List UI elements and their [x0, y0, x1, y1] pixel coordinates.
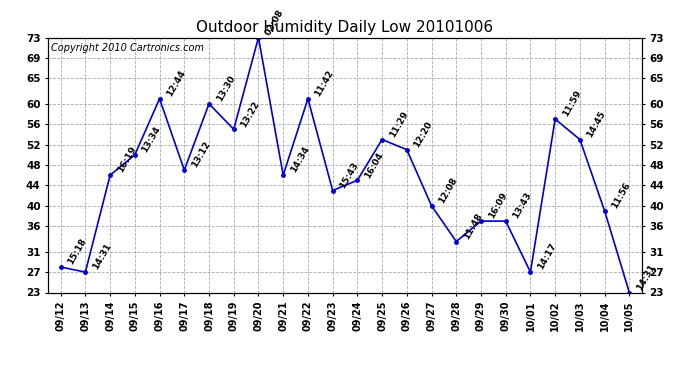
Title: Outdoor Humidity Daily Low 20101006: Outdoor Humidity Daily Low 20101006	[197, 20, 493, 35]
Text: 11:59: 11:59	[561, 89, 583, 118]
Text: 14:31: 14:31	[635, 262, 657, 292]
Text: 14:31: 14:31	[91, 242, 113, 272]
Text: 12:08: 12:08	[437, 176, 459, 205]
Text: 16:04: 16:04	[363, 150, 385, 180]
Text: 11:42: 11:42	[313, 69, 335, 98]
Text: 13:22: 13:22	[239, 99, 262, 129]
Text: 12:44: 12:44	[165, 68, 188, 98]
Text: 12:20: 12:20	[413, 120, 435, 149]
Text: 16:09: 16:09	[486, 191, 509, 220]
Text: 13:43: 13:43	[511, 191, 533, 220]
Text: 15:18: 15:18	[66, 237, 88, 266]
Text: 15:43: 15:43	[338, 160, 360, 190]
Text: 14:34: 14:34	[288, 145, 311, 174]
Text: 13:12: 13:12	[190, 140, 212, 170]
Text: 16:19: 16:19	[116, 145, 138, 174]
Text: Copyright 2010 Cartronics.com: Copyright 2010 Cartronics.com	[51, 43, 204, 52]
Text: 11:48: 11:48	[462, 211, 484, 241]
Text: 11:29: 11:29	[388, 110, 410, 139]
Text: 13:34: 13:34	[140, 124, 163, 154]
Text: 14:17: 14:17	[536, 242, 558, 272]
Text: 11:56: 11:56	[610, 181, 632, 210]
Text: 13:30: 13:30	[215, 74, 237, 103]
Text: 14:45: 14:45	[585, 109, 608, 139]
Text: 02:08: 02:08	[264, 8, 286, 37]
